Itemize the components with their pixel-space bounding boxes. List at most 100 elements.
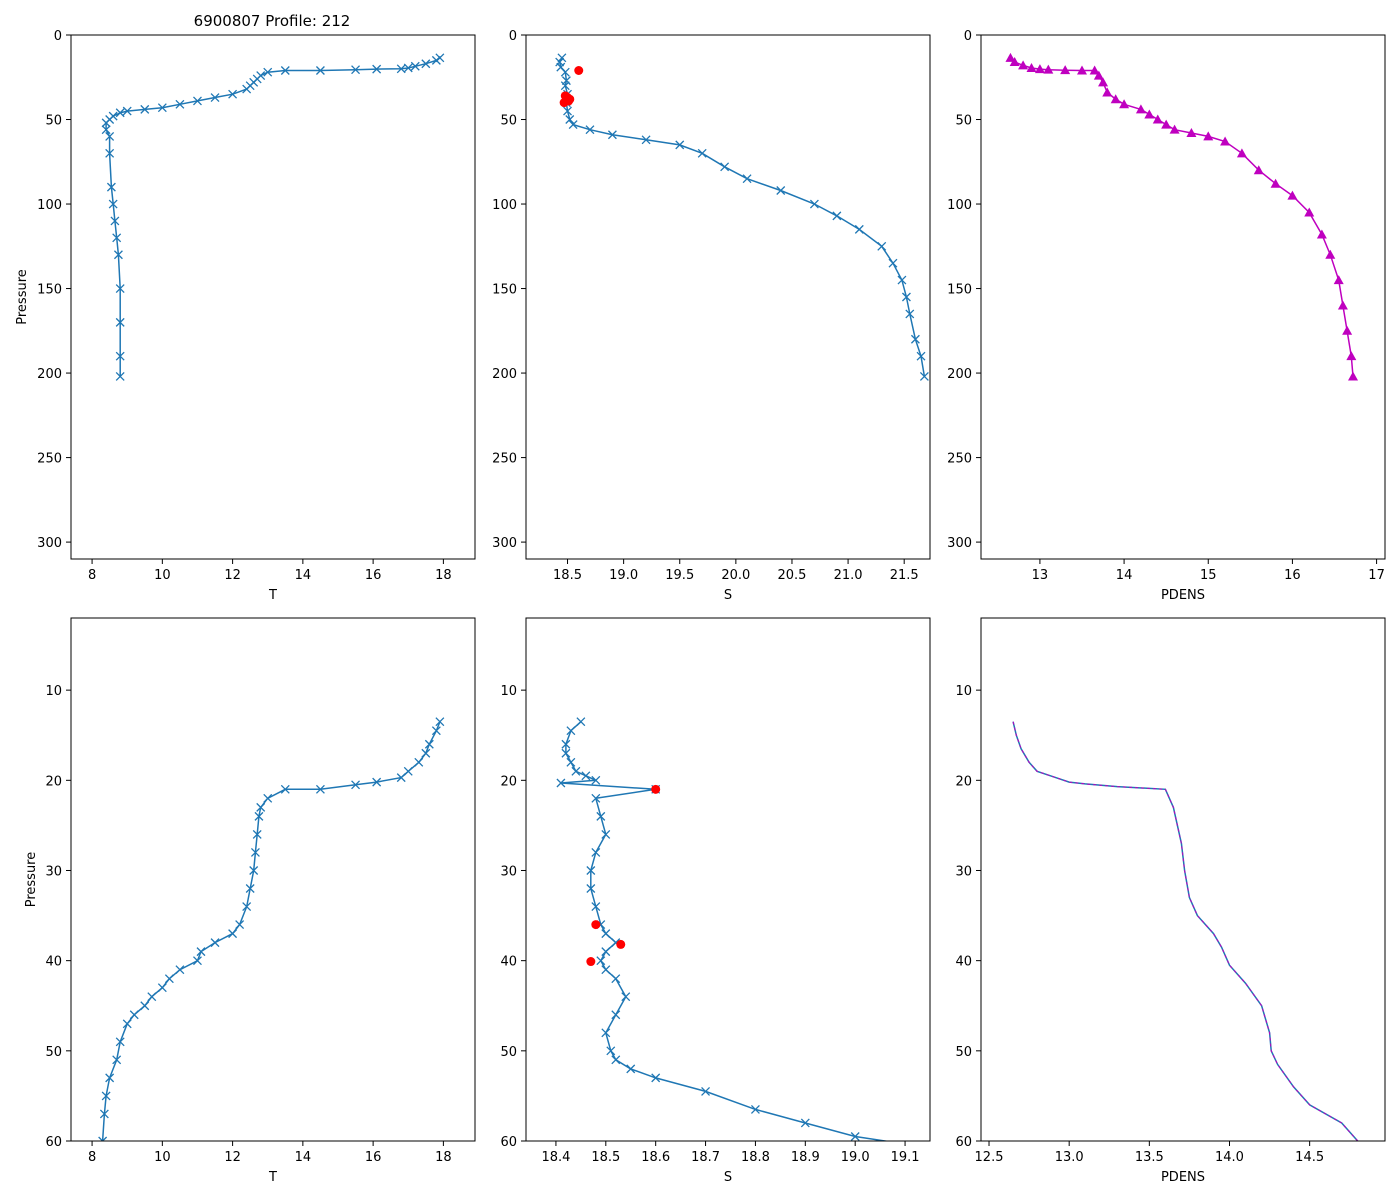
y-tick-label: 50 [500,1045,517,1060]
data-point [560,67,570,77]
data-point [140,104,150,114]
data-point [701,1086,711,1096]
data-point [601,965,611,975]
data-point [256,802,266,812]
data-point [122,1019,132,1029]
data-point [1161,119,1172,129]
data-point [919,371,929,381]
data-point [210,938,220,948]
data-point [98,1136,108,1141]
y-tick-label: 100 [492,198,517,213]
data-point [557,53,567,63]
data-point [193,96,202,106]
data-point [315,66,325,75]
data-point [607,130,617,140]
y-tick-label: 100 [37,198,62,213]
x-tick-label: 16 [365,1150,382,1165]
y-tick-label: 200 [947,367,972,382]
y-tick-label: 20 [45,774,62,789]
data-point [249,866,259,875]
data-point [1043,64,1054,74]
x-tick-label: 12 [224,568,241,583]
data-point [431,726,441,736]
subplot-T-full: 8 10 12 14 16 18 0 50 100 150 200 250 300 T Pressure [15,29,476,603]
data-point [435,717,445,727]
axes-frame [525,617,931,1142]
subplot-T-zoom: 8 10 12 14 16 18 10 20 30 40 50 60 T Pressure [24,617,476,1185]
data-point [564,96,574,106]
series-line-pdens [1012,721,1359,1141]
data-point [175,99,185,109]
data-point [905,309,915,319]
data-point [1203,131,1214,141]
y-tick-label: 60 [955,1135,972,1150]
data-point [1135,104,1146,114]
figure-title: 6900807 Profile: 212 [194,12,351,30]
data-point [1236,148,1247,158]
data-point [235,920,245,930]
axes-frame [70,34,476,560]
data-point [115,1037,125,1047]
data-point [566,757,576,767]
x-tick-label: 18.9 [791,1150,820,1165]
data-point [115,317,125,327]
data-point [901,292,911,302]
data-point [414,757,424,767]
series-line-t [101,721,441,1141]
data-point [1144,109,1155,119]
data-point [591,902,601,912]
y-tick-label: 250 [37,452,62,467]
data-point [105,131,115,141]
y-tick-label: 50 [500,114,517,129]
data-point [888,258,898,268]
data-point [196,947,206,957]
data-point [556,778,566,788]
axes-frame [980,617,1386,1142]
x-tick-label: 15 [1200,568,1217,583]
x-axis-label: PDENS [1161,588,1205,603]
data-point [897,275,907,285]
data-point [254,811,264,821]
y-tick-label: 30 [45,864,62,879]
data-point [424,739,434,749]
x-axis-label: T [268,588,277,603]
data-point [115,351,125,361]
y-tick-label: 250 [947,452,972,467]
y-tick-label: 150 [37,283,62,298]
data-point [108,199,118,209]
series-line-t [105,57,441,377]
subplot-S-zoom: 18.4 18.5 18.6 18.7 18.8 18.9 19.0 19.1 10 20 30 40… [500,617,931,1185]
x-tick-label: 19.5 [665,568,694,583]
data-point [850,1132,860,1141]
x-tick-label: 12.5 [975,1150,1004,1165]
data-point [115,284,125,294]
data-point [372,777,382,787]
data-point [129,1010,139,1020]
series-overlay-pdens [1012,721,1359,1141]
x-tick-label: 19.0 [609,568,638,583]
data-point [565,115,575,124]
y-tick-label: 20 [500,774,517,789]
data-point [651,1073,661,1083]
data-point [112,1055,122,1065]
x-tick-label: 14 [295,568,312,583]
data-point [1005,52,1016,62]
data-point [1152,114,1163,124]
x-tick-label: 18.5 [591,1150,620,1165]
data-point [228,929,238,939]
plot-area [1005,52,1359,381]
data-point [574,65,584,75]
data-point [911,1142,919,1150]
y-tick-label: 100 [947,198,972,213]
y-tick-label: 300 [947,536,972,551]
data-point [250,847,260,857]
data-point [101,1091,111,1101]
data-point [601,947,611,957]
data-point [611,1055,621,1065]
data-point [611,974,621,984]
plot-area [556,717,919,1150]
x-tick-label: 21.0 [834,568,863,583]
data-point [1026,62,1037,72]
data-point [910,334,920,344]
data-point [1342,325,1353,335]
